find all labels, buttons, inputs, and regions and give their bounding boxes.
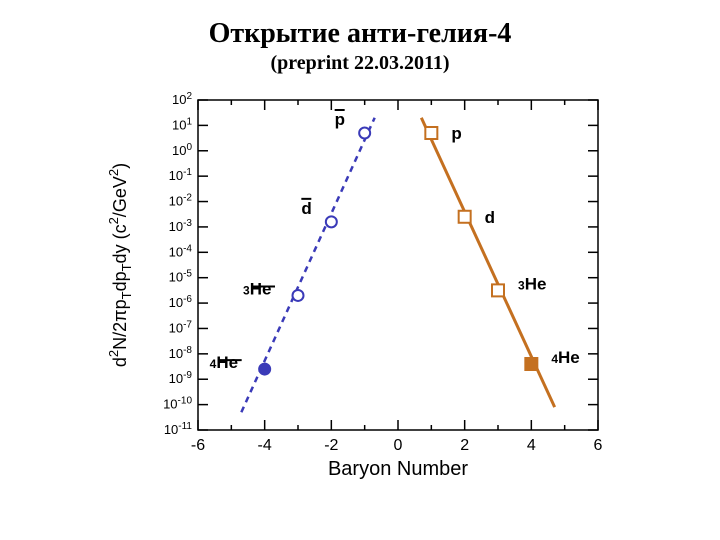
data-point-circle <box>259 364 270 375</box>
x-tick-label: 2 <box>460 437 469 454</box>
page-title: Открытие анти-гелия-4 <box>0 18 720 50</box>
data-point-label: d <box>301 199 311 218</box>
data-point-square <box>492 284 504 296</box>
y-tick-label: 10-2 <box>168 193 192 209</box>
chart-container: -6 -4 -2 0 2 4 6 Baryon Number 10-11 10-10 10-9 10-… <box>98 85 623 485</box>
y-tick-label: 10-6 <box>168 294 192 310</box>
x-axis-label: Baryon Number <box>327 458 467 480</box>
x-tick-label: -4 <box>257 437 271 454</box>
y-tick-label: 10-1 <box>168 167 192 183</box>
y-tick-label: 10-7 <box>168 319 192 335</box>
data-point-circle <box>292 290 303 301</box>
data-point-circle <box>325 216 336 227</box>
baryon-scatter-chart: -6 -4 -2 0 2 4 6 Baryon Number 10-11 10-10 10-9 10-… <box>98 85 623 485</box>
data-point-square <box>425 127 437 139</box>
x-tick-label: -6 <box>190 437 204 454</box>
y-tick-label: 101 <box>171 116 191 132</box>
x-tick-label: 6 <box>593 437 602 454</box>
x-tick-label: 4 <box>526 437 535 454</box>
data-point-label: p <box>334 110 344 129</box>
y-tick-label: 102 <box>171 91 191 107</box>
page-subtitle: (preprint 22.03.2011) <box>0 52 720 75</box>
y-tick-label: 10-3 <box>168 218 192 234</box>
y-axis-label: d2N/2πpTdpTdy (c2/GeV2) <box>106 163 134 367</box>
y-tick-label: 10-8 <box>168 345 192 361</box>
y-tick-label: 10-10 <box>163 396 192 412</box>
data-point-square <box>525 358 537 370</box>
data-point-circle <box>359 128 370 139</box>
y-tick-label: 10-5 <box>168 269 192 285</box>
y-tick-label: 10-11 <box>163 421 192 437</box>
y-tick-label: 100 <box>171 142 191 158</box>
data-point-label: d <box>484 208 494 227</box>
data-point-label: p <box>451 124 461 143</box>
x-tick-label: 0 <box>393 437 402 454</box>
x-tick-label: -2 <box>324 437 338 454</box>
data-point-square <box>458 211 470 223</box>
y-tick-label: 10-4 <box>168 243 192 259</box>
y-tick-label: 10-9 <box>168 370 192 386</box>
